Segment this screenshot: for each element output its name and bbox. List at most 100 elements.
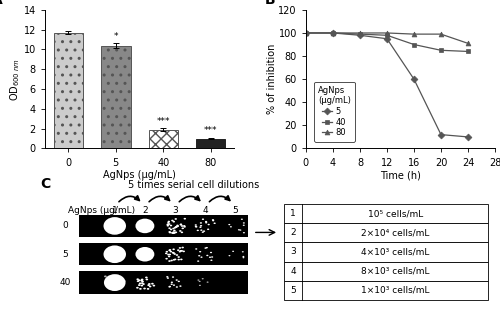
- Ellipse shape: [182, 227, 184, 229]
- Text: 2×10⁴ cells/mL: 2×10⁴ cells/mL: [361, 228, 430, 237]
- Ellipse shape: [169, 232, 172, 233]
- Ellipse shape: [107, 282, 110, 284]
- Bar: [79, 243, 247, 266]
- X-axis label: AgNps (μg/mL): AgNps (μg/mL): [103, 170, 176, 180]
- Ellipse shape: [139, 283, 141, 284]
- Ellipse shape: [147, 288, 150, 290]
- Ellipse shape: [152, 285, 155, 287]
- Ellipse shape: [200, 225, 202, 226]
- 80: [438, 32, 444, 36]
- Ellipse shape: [120, 278, 122, 280]
- Ellipse shape: [168, 231, 171, 233]
- Text: C: C: [40, 177, 51, 191]
- 40: [411, 42, 417, 46]
- Ellipse shape: [180, 259, 182, 260]
- Ellipse shape: [206, 255, 208, 256]
- Ellipse shape: [148, 284, 150, 286]
- Ellipse shape: [180, 232, 183, 233]
- Ellipse shape: [238, 229, 240, 231]
- Bar: [284, 242, 488, 262]
- Text: 4: 4: [202, 206, 208, 215]
- Ellipse shape: [228, 224, 230, 225]
- Ellipse shape: [168, 260, 170, 262]
- Bar: [284, 281, 488, 300]
- Ellipse shape: [242, 257, 244, 258]
- Text: 3: 3: [172, 206, 178, 215]
- Ellipse shape: [145, 277, 148, 278]
- Ellipse shape: [242, 251, 244, 252]
- Text: 4×10³ cells/mL: 4×10³ cells/mL: [361, 247, 430, 256]
- Ellipse shape: [198, 255, 200, 257]
- Ellipse shape: [167, 254, 170, 256]
- 5: [438, 133, 444, 137]
- Ellipse shape: [136, 247, 154, 262]
- Ellipse shape: [174, 259, 176, 260]
- Ellipse shape: [139, 288, 141, 290]
- Ellipse shape: [212, 220, 214, 221]
- Bar: [148, 130, 178, 148]
- Ellipse shape: [149, 286, 152, 288]
- Text: 5: 5: [232, 206, 238, 215]
- Text: ***: ***: [204, 126, 218, 135]
- Ellipse shape: [202, 278, 203, 279]
- Ellipse shape: [176, 254, 178, 256]
- Ellipse shape: [173, 230, 176, 231]
- Ellipse shape: [168, 256, 170, 257]
- Ellipse shape: [112, 289, 114, 291]
- Ellipse shape: [170, 229, 172, 230]
- Ellipse shape: [180, 224, 182, 226]
- Text: 1: 1: [112, 206, 117, 215]
- Ellipse shape: [168, 286, 170, 288]
- Ellipse shape: [205, 221, 207, 222]
- Ellipse shape: [171, 282, 173, 283]
- Ellipse shape: [194, 224, 197, 226]
- Ellipse shape: [138, 279, 140, 281]
- Ellipse shape: [138, 284, 140, 286]
- Ellipse shape: [206, 247, 208, 248]
- 5: [330, 31, 336, 35]
- Text: 5: 5: [62, 250, 68, 259]
- 40: [357, 32, 363, 36]
- Ellipse shape: [142, 283, 145, 285]
- Ellipse shape: [169, 249, 172, 251]
- Ellipse shape: [119, 285, 122, 287]
- 40: [303, 31, 309, 35]
- Ellipse shape: [166, 225, 169, 227]
- Ellipse shape: [199, 285, 201, 286]
- 5: [411, 77, 417, 81]
- Line: 5: 5: [304, 31, 470, 139]
- Ellipse shape: [176, 279, 178, 281]
- Ellipse shape: [172, 232, 174, 234]
- Text: 5 times serial cell dilutions: 5 times serial cell dilutions: [128, 180, 259, 190]
- 80: [384, 31, 390, 35]
- Ellipse shape: [210, 252, 212, 253]
- Ellipse shape: [180, 223, 182, 225]
- Ellipse shape: [144, 288, 146, 290]
- Ellipse shape: [146, 279, 148, 280]
- Ellipse shape: [172, 248, 175, 250]
- Ellipse shape: [195, 248, 198, 250]
- Ellipse shape: [197, 261, 200, 262]
- Ellipse shape: [198, 281, 200, 282]
- Ellipse shape: [184, 218, 186, 219]
- Ellipse shape: [151, 283, 154, 285]
- Ellipse shape: [168, 254, 171, 255]
- Ellipse shape: [178, 256, 180, 258]
- Ellipse shape: [120, 286, 122, 288]
- Ellipse shape: [141, 279, 144, 280]
- Ellipse shape: [120, 282, 122, 283]
- Ellipse shape: [141, 282, 144, 284]
- X-axis label: Time (h): Time (h): [380, 170, 421, 180]
- 80: [303, 31, 309, 35]
- Ellipse shape: [204, 247, 206, 249]
- Ellipse shape: [104, 275, 106, 277]
- Ellipse shape: [172, 232, 175, 234]
- Ellipse shape: [178, 247, 181, 249]
- Ellipse shape: [172, 228, 174, 229]
- Ellipse shape: [174, 232, 176, 234]
- Ellipse shape: [184, 226, 186, 228]
- Ellipse shape: [170, 251, 172, 252]
- Ellipse shape: [173, 284, 175, 286]
- Ellipse shape: [112, 285, 115, 287]
- Bar: [101, 45, 130, 148]
